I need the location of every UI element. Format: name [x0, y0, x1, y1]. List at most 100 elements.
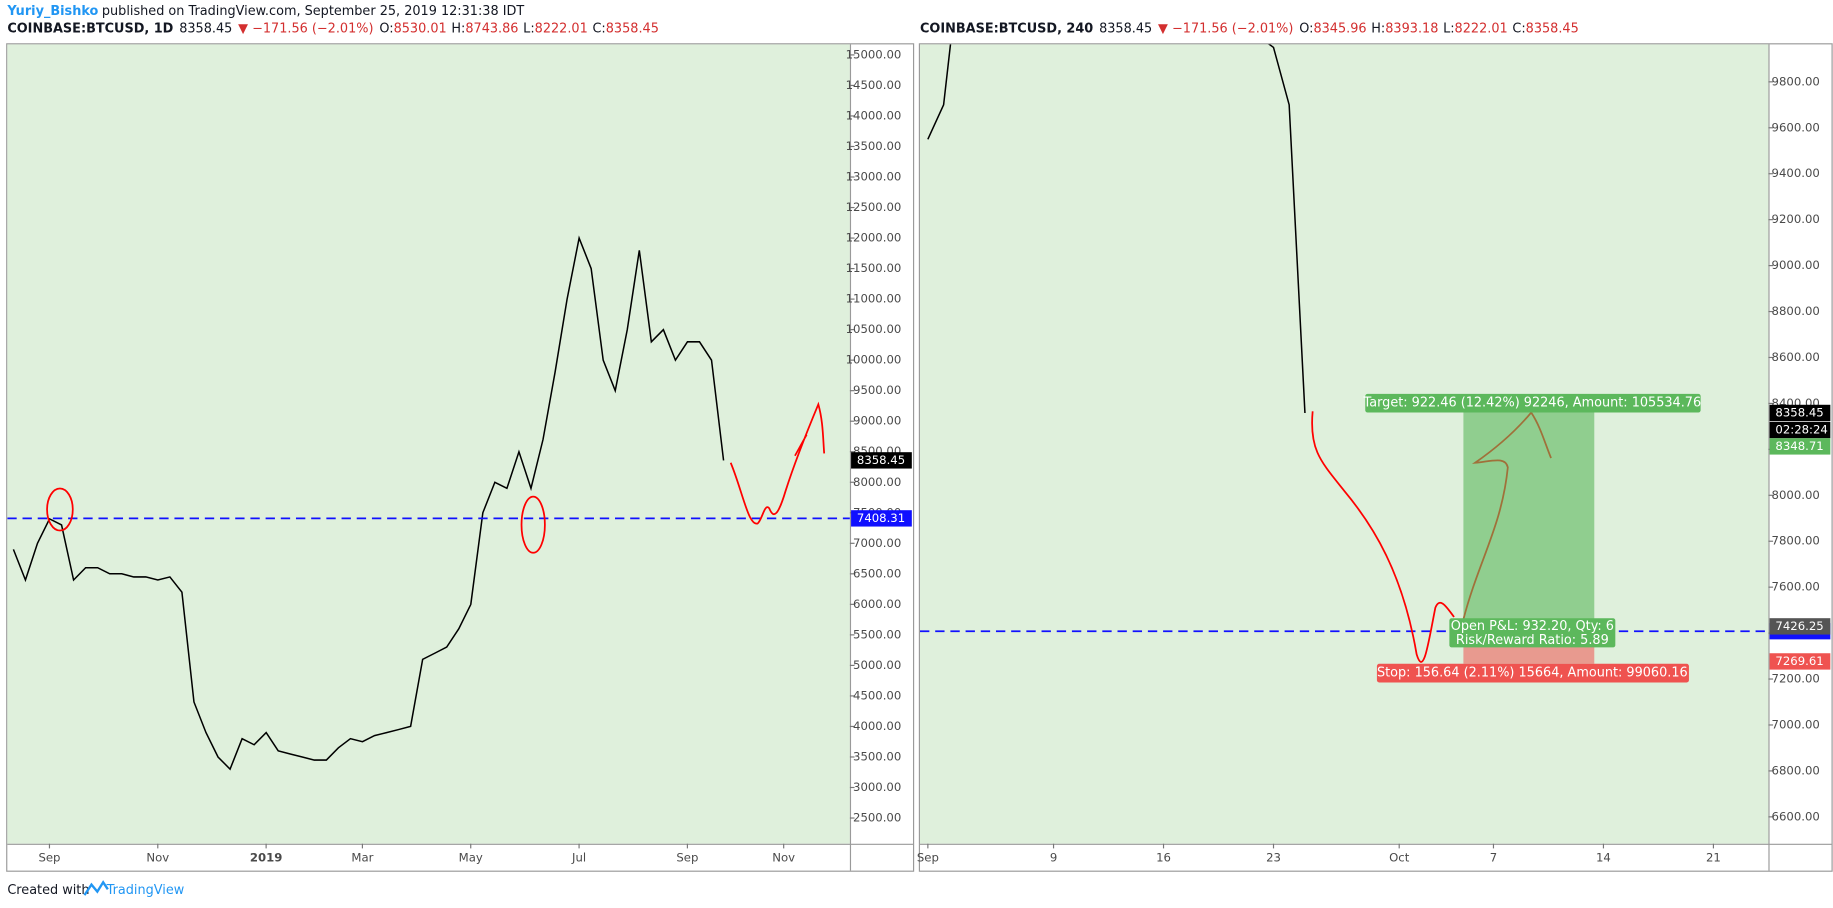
- symbol: COINBASE:BTCUSD, 240: [920, 22, 1093, 37]
- path-drawing: [1311, 411, 1455, 663]
- y-tick-label: 7800.00: [1772, 534, 1820, 548]
- last-value: 8358.45: [179, 22, 232, 37]
- target-box: [1365, 393, 1701, 413]
- y-tick-label: 14000.00: [846, 108, 902, 122]
- target-label: Target: 922.46 (12.42%) 92246, Amount: 1…: [1363, 396, 1702, 411]
- ohlc-value: 8345.96: [1313, 22, 1366, 37]
- y-tick-label: 9000.00: [1772, 258, 1820, 272]
- ohlc-value: 8358.45: [606, 22, 659, 37]
- y-tick-label: 10000.00: [846, 353, 902, 367]
- circle-drawing: [46, 487, 74, 532]
- last-price-label: 8358.45: [857, 453, 905, 467]
- y-tick-label: 9200.00: [1772, 212, 1820, 226]
- hline-tag-label: 7408.31: [857, 511, 905, 525]
- y-tick-label: 8000.00: [853, 475, 901, 489]
- stop-box: [1376, 663, 1689, 683]
- x-tick-label: 7: [1490, 850, 1497, 864]
- y-tick-label: 8800.00: [1772, 304, 1820, 318]
- ohlc-key: H:: [451, 22, 465, 37]
- y-tick-label: 6600.00: [1772, 809, 1820, 823]
- y-tick-label: 9800.00: [1772, 74, 1820, 88]
- stop-label: Stop: 156.64 (2.11%) 15664, Amount: 9906…: [1377, 666, 1688, 681]
- y-tick-label: 10500.00: [846, 322, 902, 336]
- circle-drawing: [520, 495, 546, 554]
- y-tick-label: 4000.00: [853, 719, 901, 733]
- y-tick-label: 3500.00: [853, 749, 901, 763]
- y-tick-label: 11500.00: [846, 261, 902, 275]
- ohlc-key: C:: [592, 22, 605, 37]
- y-tick-label: 6500.00: [853, 566, 901, 580]
- x-tick-label: May: [459, 850, 483, 864]
- x-tick-label: Mar: [351, 850, 373, 864]
- y-tick-label: 13500.00: [846, 139, 902, 153]
- x-tick-label: Sep: [917, 850, 939, 864]
- x-tick-label: Oct: [1389, 850, 1410, 864]
- last-price-tag: [1769, 404, 1831, 422]
- author[interactable]: Yuriy_Bishko: [6, 4, 98, 19]
- ohlc-value: 8530.01: [394, 22, 447, 37]
- axis-tag-label: 8348.71: [1775, 439, 1823, 453]
- axis-tag: [1769, 653, 1831, 670]
- arrow-drawing: [1462, 411, 1552, 620]
- y-tick-label: 12000.00: [846, 231, 902, 245]
- footer-brand[interactable]: TradingView: [106, 883, 185, 898]
- footer-created: Created with: [7, 883, 89, 898]
- ohlc-key: H:: [1371, 22, 1385, 37]
- published: published on TradingView.com, September …: [102, 4, 525, 19]
- ohlc-key: C:: [1512, 22, 1525, 37]
- ohlc-key: L:: [1443, 22, 1454, 37]
- y-tick-label: 7600.00: [1772, 580, 1820, 594]
- left-plot: [7, 44, 850, 844]
- change: ▼ −171.56 (−2.01%): [1158, 22, 1293, 37]
- pnl-label: Open P&L: 932.20, Qty: 6: [1451, 619, 1614, 634]
- ohlc-key: L:: [523, 22, 534, 37]
- price-line: [12, 235, 725, 771]
- x-tick-label: Nov: [146, 850, 169, 864]
- y-tick-label: 6800.00: [1772, 763, 1820, 777]
- path-drawing: [729, 401, 826, 525]
- hline-tag: [851, 510, 912, 527]
- drawings: [46, 401, 1455, 663]
- axis-tag: [1769, 438, 1831, 455]
- x-tick-label: 9: [1050, 850, 1057, 864]
- y-tick-label: 7000.00: [1772, 717, 1820, 731]
- y-tick-label: 8000.00: [1772, 488, 1820, 502]
- axis-tag-label: 7269.61: [1775, 654, 1823, 668]
- x-tick-label: 21: [1706, 850, 1721, 864]
- left-layer: [7, 235, 850, 771]
- target-zone: [1463, 411, 1595, 630]
- right-plot: [920, 44, 1769, 844]
- ohlc-value: 8222.01: [535, 22, 588, 37]
- y-tick-label: 7200.00: [1772, 672, 1820, 686]
- x-tick-label: 16: [1156, 850, 1171, 864]
- x-tick-label: Sep: [676, 850, 698, 864]
- y-tick-label: 14500.00: [846, 78, 902, 92]
- x-tick-label: Sep: [38, 850, 60, 864]
- y-tick-label: 8600.00: [1772, 350, 1820, 364]
- change: ▼ −171.56 (−2.01%): [238, 22, 373, 37]
- x-tick-label: Jul: [571, 850, 586, 864]
- y-tick-label: 11000.00: [846, 292, 902, 306]
- symbol: COINBASE:BTCUSD, 1D: [7, 22, 173, 37]
- y-tick-label: 7000.00: [853, 536, 901, 550]
- y-tick-label: 13000.00: [846, 170, 902, 184]
- last-price-tag: [851, 452, 912, 469]
- axis-tag: [1769, 421, 1831, 439]
- y-tick-label: 15000.00: [846, 47, 902, 61]
- ohlc-key: O:: [379, 22, 393, 37]
- rr-label: Risk/Reward Ratio: 5.89: [1456, 633, 1609, 648]
- y-tick-label: 5000.00: [853, 658, 901, 672]
- y-tick-label: 12500.00: [846, 200, 902, 214]
- axis-tag-label: 7426.25: [1775, 619, 1823, 633]
- y-tick-label: 9500.00: [853, 383, 901, 397]
- y-tick-label: 9600.00: [1772, 120, 1820, 134]
- y-tick-label: 6000.00: [853, 597, 901, 611]
- x-tick-label: 14: [1596, 850, 1611, 864]
- last-value: 8358.45: [1099, 22, 1152, 37]
- y-tick-label: 9400.00: [1772, 166, 1820, 180]
- y-tick-label: 2500.00: [853, 811, 901, 825]
- y-tick-label: 9000.00: [853, 414, 901, 428]
- y-tick-label: 5500.00: [853, 627, 901, 641]
- y-tick-label: 4500.00: [853, 688, 901, 702]
